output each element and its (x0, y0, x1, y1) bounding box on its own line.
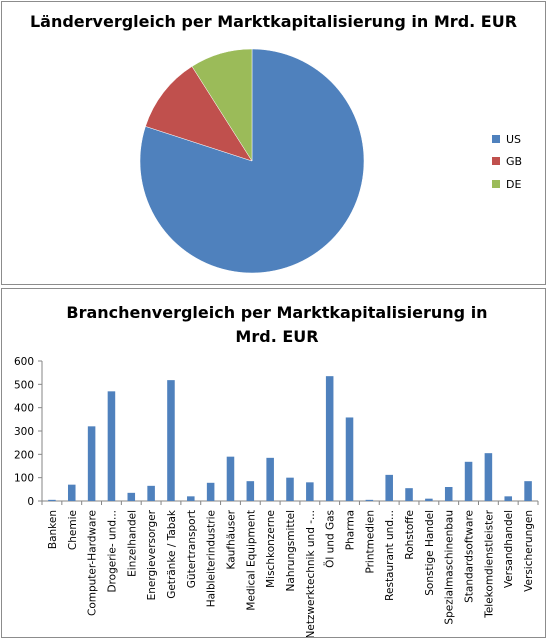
x-tick-label: Sonstige Handel (424, 510, 436, 596)
x-tick-label: Netzwerktechnik und -... (305, 510, 317, 637)
x-tick-label: Gütertransport (186, 510, 198, 588)
bar-chart: 0 100 200 300 400 500 600 Banken Chemie Computer-… (14, 356, 539, 637)
x-tick-label: Rohstoffe (404, 510, 416, 560)
legend-swatch-gb (492, 157, 500, 165)
x-tick-label: Mischkonzerne (265, 510, 277, 588)
bar (444, 487, 453, 501)
x-tick-label: Medical Equipment (245, 510, 257, 611)
bar (167, 380, 175, 501)
bar (187, 496, 195, 501)
bar (127, 492, 136, 501)
pie-chart-panel: Ländervergleich per Marktkapitalisierung… (1, 1, 546, 285)
bar (345, 417, 354, 501)
y-tick-label: 0 (27, 496, 34, 508)
bar (504, 496, 513, 501)
x-tick-label: Printmedien (364, 510, 376, 574)
bar (464, 461, 473, 501)
x-tick-label: Getränke / Tabak (166, 509, 178, 599)
x-tick-label: Spezialmaschinenbau (444, 510, 456, 625)
legend-item-gb: GB (492, 155, 523, 168)
y-tick-label: 200 (14, 449, 34, 461)
bar (325, 376, 334, 501)
legend-item-de: DE (492, 178, 522, 191)
x-tick-label: Versicherungen (523, 510, 535, 592)
bar (226, 456, 235, 501)
bar (524, 481, 532, 501)
x-tick-label: Chemie (67, 510, 79, 550)
legend-label-de: DE (506, 178, 522, 191)
bar (425, 498, 433, 501)
bar (48, 499, 56, 501)
x-tick-label: Restaurant und... (384, 510, 396, 601)
y-tick-label: 300 (14, 426, 34, 438)
x-tick-label: Öl und Gas (324, 510, 337, 568)
legend-item-us: US (492, 133, 522, 146)
bar (266, 457, 274, 501)
bar (107, 391, 116, 501)
legend-label-gb: GB (506, 155, 523, 168)
bar (286, 477, 294, 501)
bar (365, 499, 374, 501)
bar (67, 484, 76, 501)
x-tick-label: Halbleiterindustrie (206, 510, 218, 607)
pie-slice-de (191, 48, 253, 162)
y-tick-label: 100 (14, 473, 34, 485)
bar-chart-title: Branchenvergleich per Marktkapitalisieru… (66, 303, 488, 346)
x-tick-label: Nahrungsmittel (285, 510, 297, 591)
bar (246, 481, 255, 501)
x-tick-label: Einzelhandel (126, 510, 138, 577)
pie-slice-gb (145, 66, 253, 162)
y-tick-label: 500 (14, 379, 34, 391)
x-tick-label: Computer-Hardware (87, 510, 99, 616)
y-tick-label: 400 (14, 403, 34, 415)
bar-chart-panel: Branchenvergleich per Marktkapitalisieru… (1, 288, 546, 638)
pie-chart (139, 48, 365, 274)
x-tick-label: Standardsoftware (464, 510, 476, 603)
x-tick-label: Banken (47, 510, 59, 549)
legend-label-us: US (506, 133, 522, 146)
bar (385, 474, 393, 501)
legend-swatch-de (492, 180, 500, 188)
x-tick-label: Pharma (345, 510, 357, 550)
bar (405, 488, 413, 501)
x-tick-label: Energieversorger (146, 509, 158, 600)
bar (87, 426, 96, 501)
x-tick-label: Telekomdienstleister (483, 509, 495, 618)
bar (206, 482, 215, 501)
x-tick-label: Kaufhäuser (225, 509, 237, 569)
bar (306, 482, 314, 501)
pie-chart-title: Ländervergleich per Marktkapitalisierung… (29, 12, 518, 31)
bar (147, 485, 155, 501)
y-tick-label: 600 (14, 356, 34, 368)
legend-swatch-us (492, 135, 500, 143)
x-tick-label: Drogerie- und... (106, 510, 118, 593)
bar (484, 453, 493, 501)
x-tick-label: Versandhandel (503, 510, 515, 588)
